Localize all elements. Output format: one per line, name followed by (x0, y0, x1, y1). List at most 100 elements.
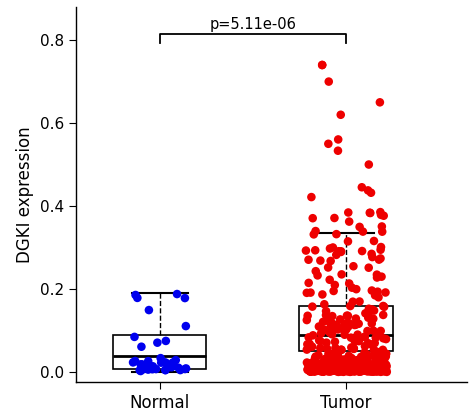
Point (354, 367, 362, 374)
Point (137, 343, 145, 350)
Point (162, 338, 170, 344)
Point (374, 368, 381, 375)
Point (340, 363, 347, 370)
Point (367, 367, 374, 374)
Point (365, 305, 373, 312)
Point (311, 355, 319, 362)
Point (355, 321, 363, 327)
Point (348, 285, 356, 291)
Point (358, 248, 366, 254)
Point (338, 271, 346, 278)
Point (368, 287, 375, 294)
Point (157, 355, 164, 362)
Point (352, 315, 360, 322)
Point (327, 319, 334, 326)
Point (364, 340, 372, 347)
Point (354, 331, 361, 338)
Point (372, 362, 380, 369)
Point (342, 326, 350, 333)
Point (307, 364, 315, 370)
Point (310, 367, 318, 373)
Point (342, 320, 350, 327)
Point (320, 368, 328, 375)
Point (344, 238, 352, 245)
Point (176, 367, 184, 373)
Point (326, 365, 334, 371)
Point (377, 246, 384, 253)
Text: p=5.11e-06: p=5.11e-06 (210, 17, 296, 32)
Point (327, 368, 334, 375)
Point (335, 359, 343, 366)
Point (308, 360, 315, 367)
Point (310, 367, 318, 374)
Point (326, 277, 334, 283)
Point (332, 344, 339, 351)
Point (324, 368, 332, 375)
Point (324, 365, 332, 372)
Point (361, 367, 368, 374)
Point (363, 360, 370, 366)
Point (361, 333, 369, 340)
Point (334, 147, 342, 154)
Bar (113, 334, 206, 369)
Point (356, 360, 364, 367)
Point (314, 272, 321, 279)
Point (357, 368, 365, 375)
Point (380, 212, 388, 219)
Point (327, 351, 334, 358)
Point (374, 362, 382, 368)
Point (356, 368, 363, 375)
Point (145, 307, 153, 313)
Point (331, 215, 338, 221)
Point (334, 363, 342, 370)
Point (379, 347, 387, 353)
Point (340, 367, 348, 374)
Point (361, 367, 369, 373)
Point (367, 367, 375, 374)
Point (312, 228, 319, 234)
Point (329, 357, 337, 363)
Point (326, 245, 334, 252)
Point (381, 354, 389, 360)
Point (339, 325, 346, 332)
Point (349, 366, 357, 372)
Point (327, 362, 335, 368)
Point (340, 368, 347, 375)
Point (337, 111, 345, 118)
Point (370, 360, 378, 367)
Point (343, 365, 351, 372)
Point (315, 352, 322, 359)
Point (309, 303, 316, 310)
Point (373, 362, 381, 369)
Point (367, 308, 374, 314)
Point (336, 365, 343, 371)
Point (304, 367, 311, 373)
Point (137, 361, 145, 368)
Point (337, 357, 345, 363)
Point (327, 366, 334, 372)
Point (338, 360, 346, 367)
Point (366, 210, 374, 216)
Point (352, 321, 359, 328)
Point (379, 303, 387, 309)
Point (346, 363, 354, 370)
Point (358, 184, 365, 191)
Point (356, 363, 364, 370)
Point (365, 264, 373, 271)
Point (357, 360, 365, 366)
Point (356, 298, 363, 305)
Point (337, 367, 345, 374)
Point (381, 362, 389, 368)
Point (361, 343, 369, 349)
Point (173, 291, 181, 297)
Point (337, 347, 345, 353)
Point (303, 341, 311, 348)
Point (327, 365, 335, 372)
Point (324, 264, 332, 271)
Point (377, 328, 384, 334)
Point (351, 322, 358, 328)
Point (327, 357, 335, 364)
Point (182, 323, 190, 329)
Point (337, 248, 345, 255)
Point (321, 360, 328, 367)
